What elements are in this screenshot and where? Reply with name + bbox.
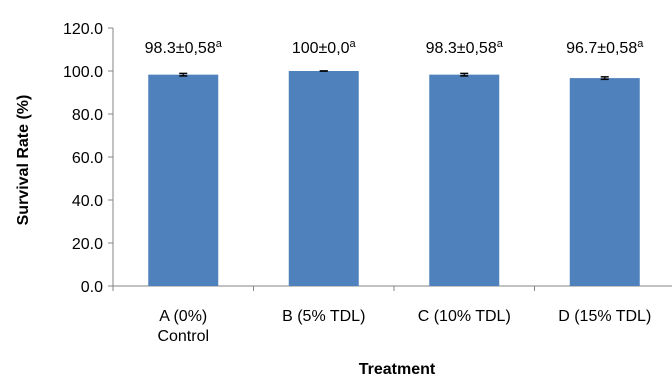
bar [148,74,219,286]
x-tick-label: A (0%) [159,308,207,325]
y-tick-label: 100.0 [63,64,103,81]
x-tick-label: C (10% TDL) [418,308,511,325]
data-label: 98.3±0,58a [145,38,223,57]
data-label: 100±0,0a [292,38,357,57]
y-tick-label: 20.0 [72,236,103,253]
y-axis-title: Survival Rate (%) [15,95,32,226]
error-bars [179,70,609,81]
bars [148,71,640,286]
bar [429,74,500,286]
bar [288,71,359,286]
y-tick-label: 40.0 [72,193,103,210]
x-tick-label: D (15% TDL) [558,308,651,325]
data-label: 98.3±0,58a [426,38,504,57]
y-tick-label: 0.0 [81,279,103,296]
y-tick-label: 60.0 [72,150,103,167]
x-axis-title: Treatment [359,361,436,378]
x-tick-label: B (5% TDL) [282,308,365,325]
y-tick-label: 120.0 [63,21,103,38]
y-axis: 0.0 20.0 40.0 60.0 80.0 100.0 120.0 [63,21,114,296]
x-axis: A (0%) Control B (5% TDL) C (10% TDL) D (15%… [112,285,672,345]
bar [569,78,640,286]
y-tick-label: 80.0 [72,107,103,124]
x-tick-label: Control [157,328,209,345]
data-labels: 98.3±0,58a 100±0,0a 98.3±0,58a 96.7±0,58a [145,38,645,57]
data-label: 96.7±0,58a [566,38,644,57]
